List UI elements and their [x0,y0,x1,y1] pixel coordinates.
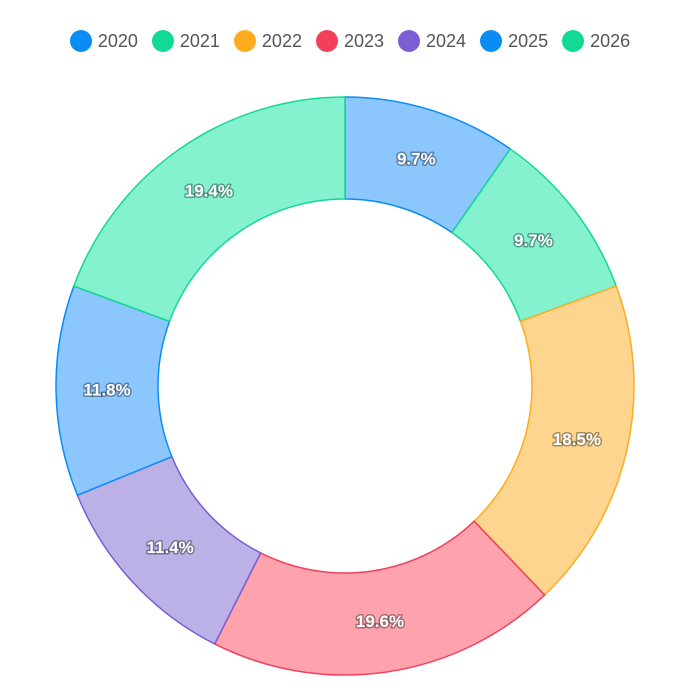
slice-label-2020: 9.7% [397,149,436,168]
legend-item-2025[interactable]: 2025 [480,30,548,52]
legend-item-2024[interactable]: 2024 [398,30,466,52]
legend-label-2026: 2026 [590,30,631,51]
donut-slice-2026[interactable] [72,96,346,323]
legend-swatch-2022 [233,30,256,52]
donut-slice-2023[interactable] [213,520,546,676]
legend-swatch-2021 [151,30,174,52]
legend-label-2022: 2022 [261,30,302,51]
slice-label-2025: 11.8% [83,381,130,400]
slice-label-2023: 19.6% [356,612,404,631]
legend-swatch-2023 [315,30,338,52]
legend-item-2022[interactable]: 2022 [233,30,302,52]
legend-label-2021: 2021 [179,30,220,51]
legend-label-2023: 2023 [343,30,385,51]
legend-item-2020[interactable]: 2020 [69,30,138,52]
legend-label-2025: 2025 [508,30,549,51]
slice-label-2026: 19.4% [185,181,233,200]
legend-label-2024: 2024 [426,30,467,51]
donut-slice-labels: 9.7% 9.7% 18.5% 19.6% 11.4% 11.8% 19.4% [82,148,603,632]
donut-slices [55,96,635,676]
slice-label-2024: 11.4% [146,538,193,557]
legend-swatch-2026 [562,30,585,52]
legend-swatch-2020 [69,30,92,52]
slice-label-2021: 9.7% [514,231,553,250]
legend-swatch-2024 [398,30,421,52]
legend-item-2023[interactable]: 2023 [315,30,385,52]
legend-item-2021[interactable]: 2021 [151,30,220,52]
chart-legend: 2020 2021 2022 2023 2024 2025 2026 [0,30,700,52]
legend-label-2020: 2020 [97,30,138,51]
slice-label-2022: 18.5% [553,430,601,449]
legend-swatch-2025 [480,30,503,52]
legend-item-2026[interactable]: 2026 [562,30,630,52]
